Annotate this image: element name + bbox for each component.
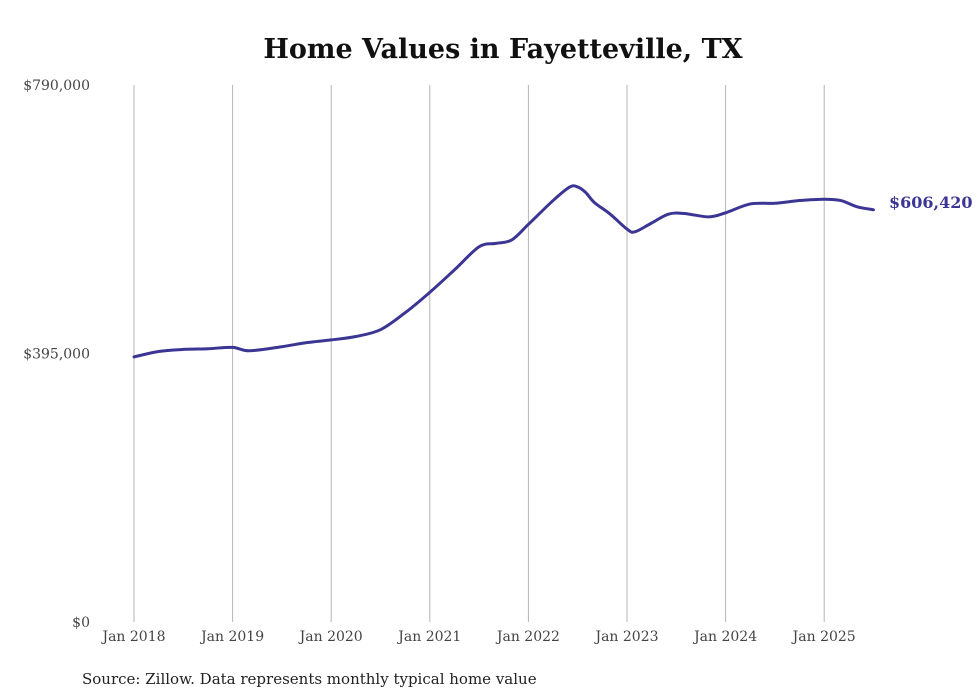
- x-tick-label: Jan 2024: [692, 629, 757, 645]
- x-tick-label: Jan 2022: [495, 629, 560, 645]
- y-tick-label: $395,000: [23, 347, 90, 363]
- y-tick-label: $0: [72, 615, 90, 631]
- x-tick-label: Jan 2018: [100, 629, 165, 645]
- end-value-label: $606,420: [889, 193, 973, 212]
- x-tick-label: Jan 2020: [298, 629, 363, 645]
- x-tick-label: Jan 2023: [593, 629, 658, 645]
- x-tick-label: Jan 2019: [199, 629, 264, 645]
- source-note: Source: Zillow. Data represents monthly …: [82, 670, 537, 688]
- series-line: [132, 184, 875, 359]
- x-tick-label: Jan 2021: [396, 629, 461, 645]
- x-tick-label: Jan 2025: [791, 629, 856, 645]
- y-tick-label: $790,000: [23, 78, 90, 94]
- chart-title: Home Values in Fayetteville, TX: [263, 34, 742, 65]
